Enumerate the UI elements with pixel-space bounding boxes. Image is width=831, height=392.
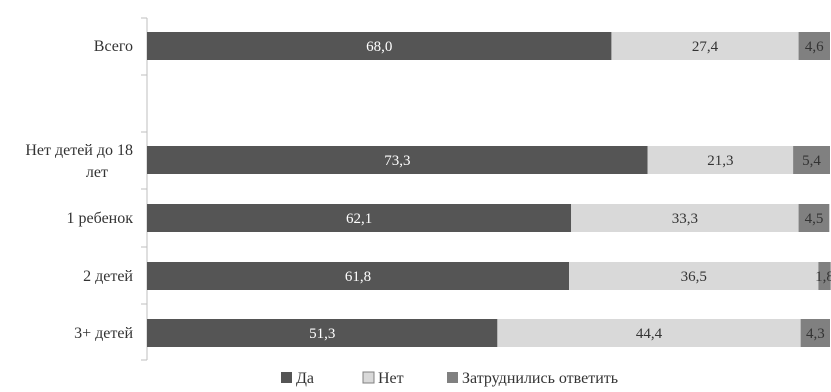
- legend-label: Нет: [378, 370, 404, 387]
- legend-swatch: [281, 372, 292, 383]
- category-label: 2 детей: [83, 268, 133, 285]
- data-label: 73,3: [384, 153, 410, 169]
- data-label: 1,8: [815, 269, 831, 285]
- data-label: 4,5: [805, 211, 824, 227]
- legend-swatch: [362, 371, 375, 384]
- category-label-line: 3+ детей: [74, 325, 133, 342]
- bar-segment: [147, 204, 572, 232]
- category-label: Нет детей до 18 лет: [25, 142, 133, 181]
- data-label: 5,4: [802, 153, 821, 169]
- legend-swatch: [447, 372, 458, 383]
- bar-segment: [800, 319, 830, 347]
- category-label: Всего: [94, 38, 133, 55]
- legend-label: Да: [296, 370, 314, 387]
- data-label: 51,3: [309, 326, 335, 342]
- bar-segment: [569, 262, 819, 290]
- axis-layer: [141, 17, 148, 361]
- data-label: 62,1: [346, 211, 372, 227]
- data-label: 4,6: [805, 39, 824, 55]
- bars-layer: [147, 32, 831, 347]
- bar-segment: [147, 32, 612, 60]
- bar-segment: [571, 204, 799, 232]
- bar-segment: [798, 204, 830, 232]
- legend-label: Затруднились ответить: [462, 370, 618, 387]
- category-label-line: Нет детей до 18: [25, 142, 133, 159]
- data-label: 27,4: [692, 39, 719, 55]
- bar-segment: [611, 32, 799, 60]
- bar-segment: [798, 32, 830, 60]
- data-label: 68,0: [366, 39, 392, 55]
- category-label-line: Всего: [94, 38, 133, 55]
- category-label-line: лет: [86, 164, 108, 181]
- category-label: 1 ребенок: [67, 210, 134, 227]
- bar-segment: [793, 146, 830, 174]
- category-label-line: 2 детей: [83, 268, 133, 285]
- bar-segment: [147, 146, 648, 174]
- data-label: 4,3: [806, 326, 825, 342]
- legend: Да Нет Затруднились ответить: [281, 370, 618, 387]
- bar-segment: [647, 146, 794, 174]
- labels-layer: Всего Нет детей до 18 лет 1 ребенок 2 детей 3…: [25, 38, 831, 342]
- category-label: 3+ детей: [74, 325, 133, 342]
- data-label: 44,4: [636, 326, 663, 342]
- data-label: 33,3: [672, 211, 698, 227]
- data-label: 61,8: [345, 269, 371, 285]
- bar-segment: [818, 262, 831, 290]
- data-label: 36,5: [681, 269, 707, 285]
- bar-segment: [147, 262, 570, 290]
- data-label: 21,3: [707, 153, 733, 169]
- bar-segment: [147, 319, 498, 347]
- category-label-line: 1 ребенок: [67, 210, 134, 227]
- bar-segment: [497, 319, 801, 347]
